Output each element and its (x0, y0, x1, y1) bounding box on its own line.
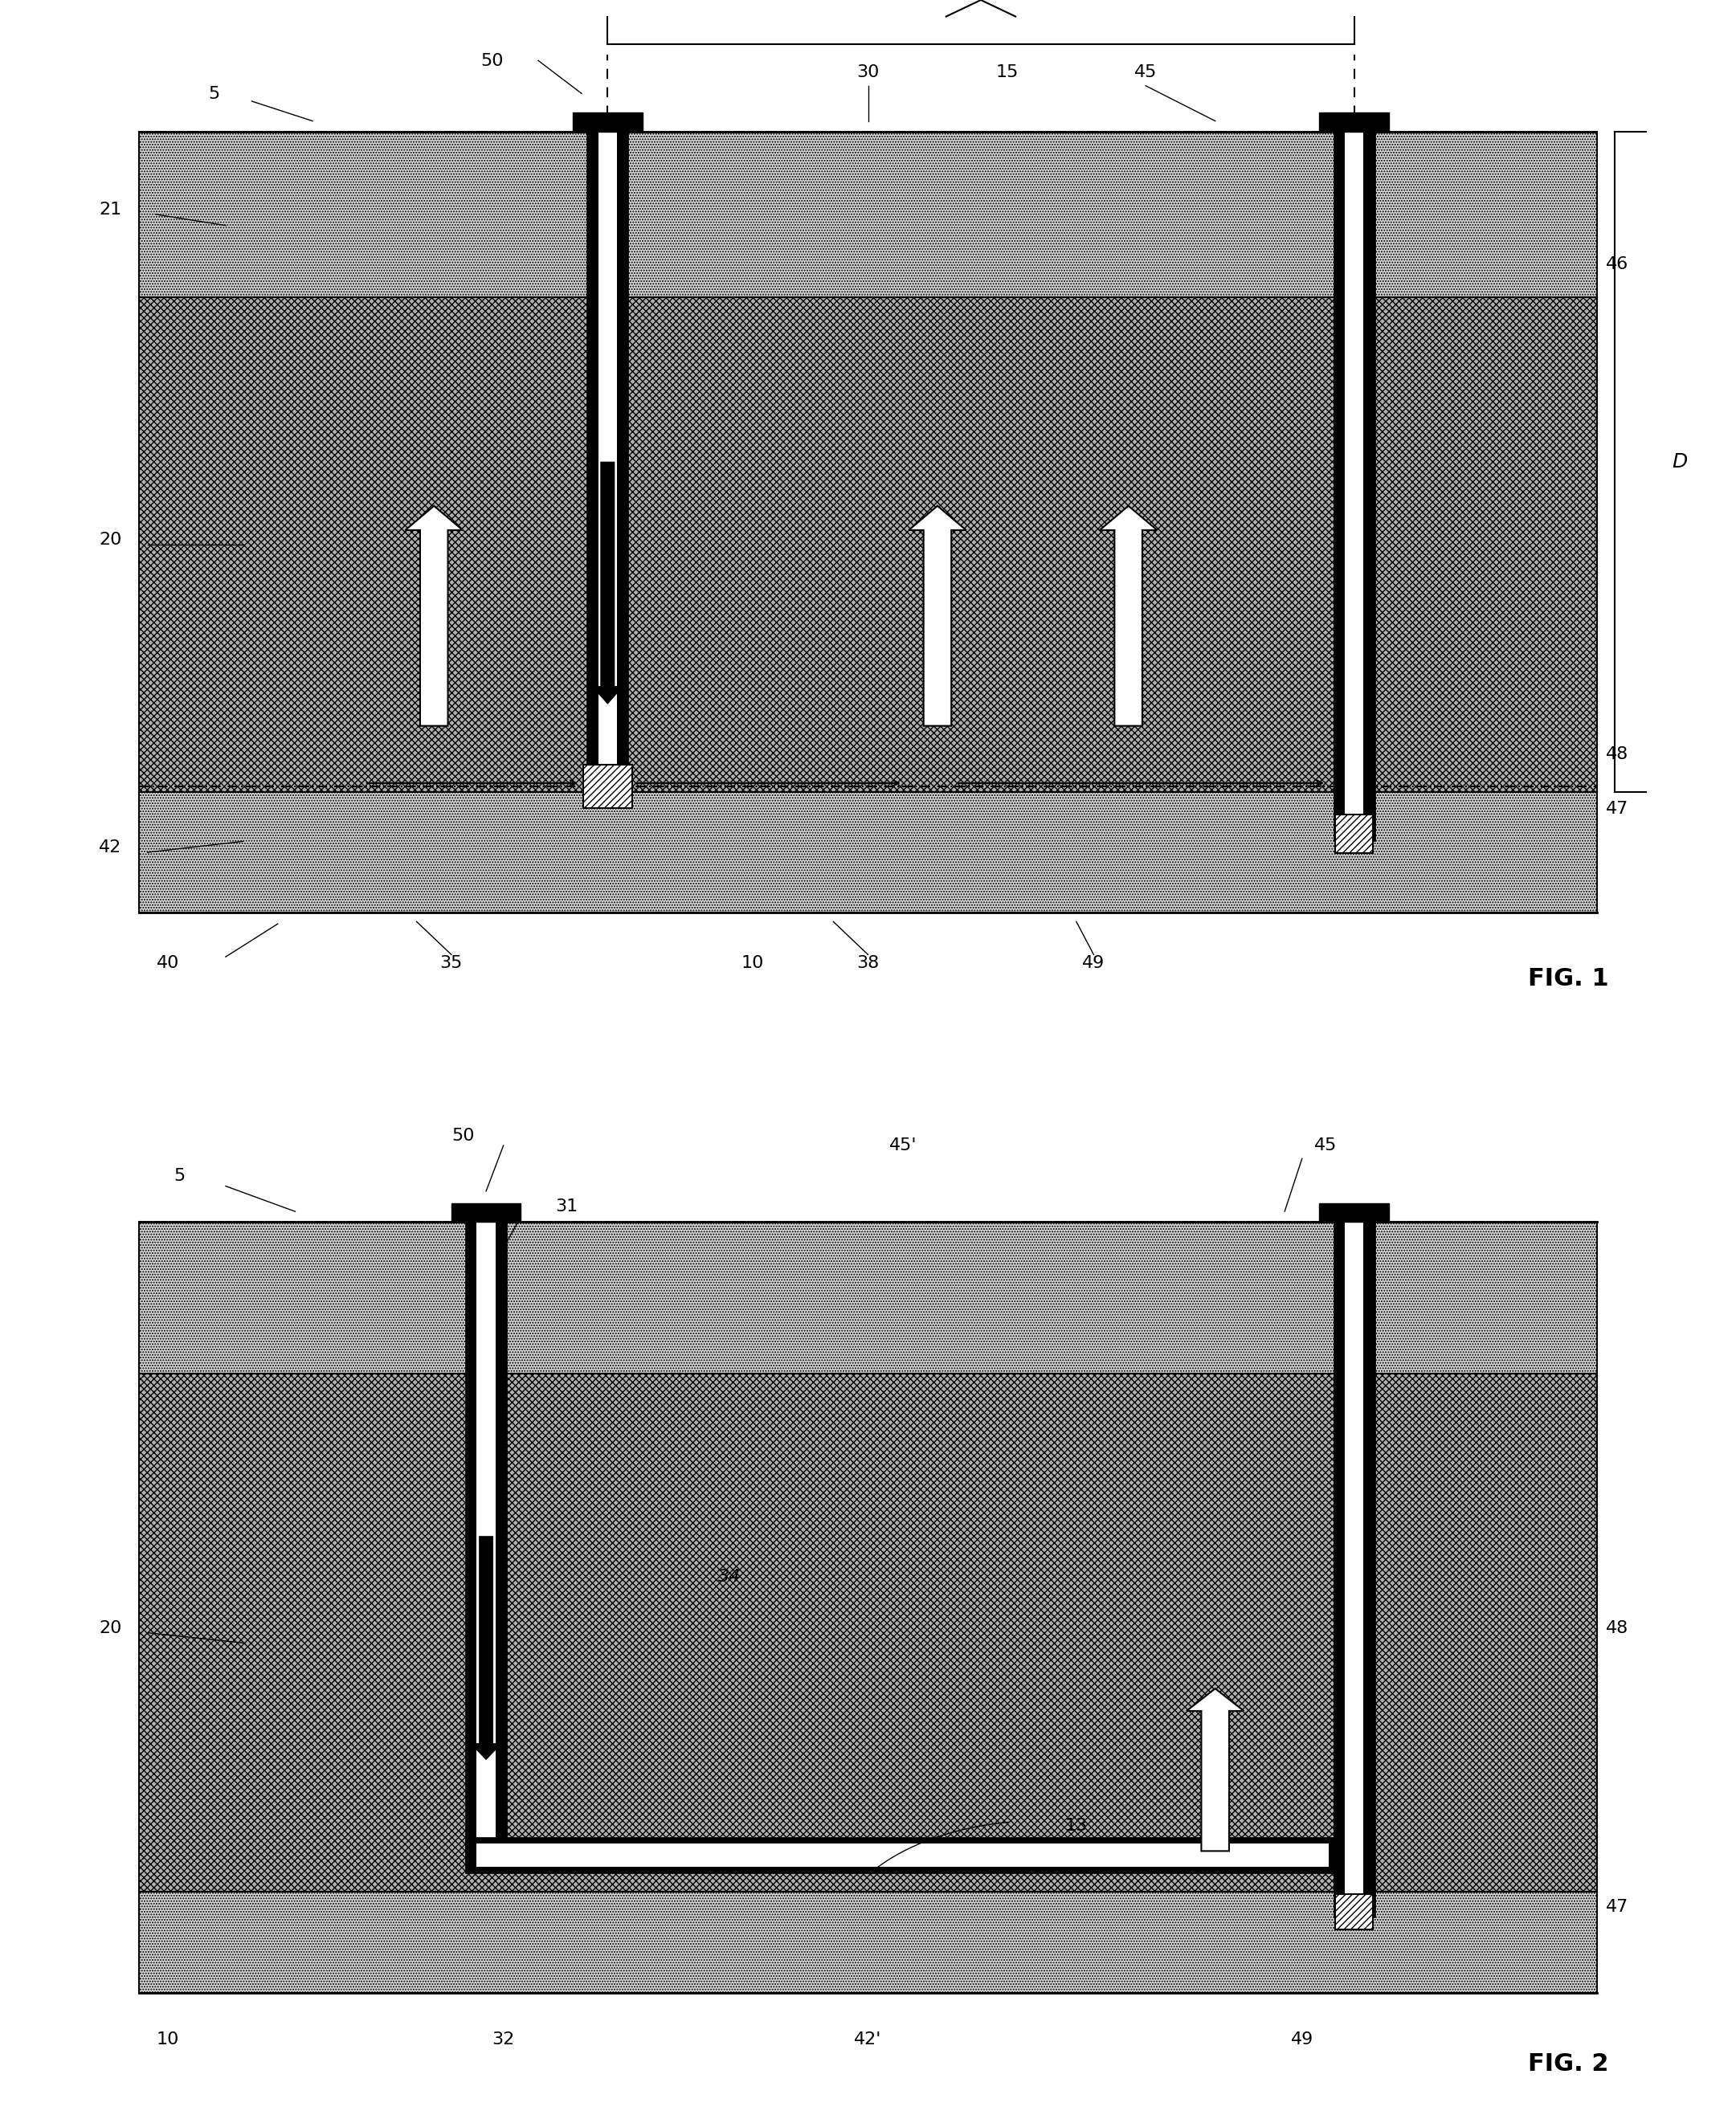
Bar (587, 131, 628, 791)
Text: 35: 35 (439, 956, 464, 971)
Text: 10: 10 (156, 2030, 179, 2047)
Bar (477, 1844, 1328, 1868)
Bar (1335, 1895, 1373, 1929)
Text: 45: 45 (1134, 63, 1158, 80)
Text: 38: 38 (856, 956, 880, 971)
Text: 40: 40 (156, 956, 179, 971)
FancyArrow shape (910, 505, 965, 725)
Bar (139, 791, 1597, 914)
Text: 50: 50 (481, 53, 503, 70)
Bar (139, 1222, 1597, 1375)
Bar (139, 131, 1597, 296)
Bar (139, 1375, 1597, 1891)
Bar (1319, 112, 1389, 131)
Text: 42: 42 (99, 840, 122, 857)
Text: FIG. 2: FIG. 2 (1528, 2052, 1609, 2077)
Text: 47: 47 (1606, 1899, 1628, 1916)
FancyArrow shape (1187, 1688, 1243, 1851)
FancyArrow shape (592, 461, 623, 704)
Text: 47: 47 (1606, 802, 1628, 816)
Text: 48: 48 (1606, 747, 1628, 761)
Text: 48: 48 (1606, 1620, 1628, 1637)
Bar (1319, 1203, 1389, 1222)
Bar (451, 1203, 521, 1222)
Bar (1345, 131, 1363, 842)
Text: 5: 5 (174, 1167, 186, 1184)
FancyArrow shape (1101, 505, 1156, 725)
Text: D: D (1672, 453, 1687, 472)
FancyArrow shape (404, 505, 462, 725)
Text: 5: 5 (208, 87, 220, 102)
Text: 50: 50 (451, 1127, 474, 1144)
Text: 49: 49 (1290, 2030, 1314, 2047)
Text: 21: 21 (99, 201, 122, 218)
Bar (599, 131, 616, 791)
Bar (465, 1222, 507, 1861)
Bar (477, 1222, 495, 1861)
Text: 15: 15 (995, 63, 1019, 80)
Text: 49: 49 (1082, 956, 1106, 971)
Bar (139, 296, 1597, 791)
Text: 45': 45' (889, 1138, 917, 1155)
Bar (1335, 814, 1373, 852)
Bar (465, 1836, 1340, 1874)
Text: 34: 34 (717, 1569, 741, 1586)
Text: 31: 31 (556, 1199, 578, 1214)
Bar (1333, 131, 1375, 842)
Text: 46: 46 (1606, 256, 1628, 273)
Text: 20: 20 (99, 1620, 122, 1637)
Bar (465, 1842, 507, 1861)
Text: 30: 30 (856, 63, 880, 80)
Bar (1345, 1222, 1363, 1916)
Bar (583, 764, 632, 808)
Text: 32: 32 (491, 2030, 516, 2047)
Bar (573, 112, 642, 131)
Text: 10: 10 (741, 956, 764, 971)
Text: FIG. 1: FIG. 1 (1528, 967, 1609, 990)
Bar (1333, 1222, 1375, 1916)
Text: 20: 20 (99, 531, 122, 548)
FancyArrow shape (470, 1535, 502, 1760)
Text: 13: 13 (1064, 1819, 1088, 1834)
Text: 45: 45 (1314, 1138, 1337, 1155)
Text: 42': 42' (854, 2030, 882, 2047)
Bar (139, 1891, 1597, 1992)
